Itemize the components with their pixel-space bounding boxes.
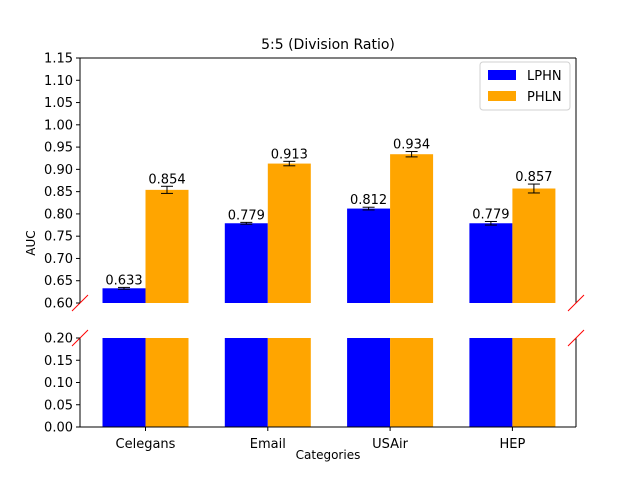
y-tick-label: 0.70 <box>44 252 73 267</box>
bar-lower-phln-email <box>267 338 311 427</box>
y-tick-label: 1.10 <box>44 74 73 89</box>
chart-title: 5:5 (Division Ratio) <box>261 37 395 53</box>
data-label: 0.779 <box>472 207 509 222</box>
x-axis-label: Categories <box>296 448 361 462</box>
x-tick-label: Celegans <box>116 437 176 452</box>
y-tick-label: 0.05 <box>44 398 73 413</box>
bar-lphn-email <box>224 223 268 303</box>
bar-phln-hep <box>512 188 556 303</box>
data-label: 0.812 <box>350 193 387 208</box>
y-tick-label: 0.20 <box>44 332 73 347</box>
bar-phln-email <box>267 163 311 303</box>
y-tick-label: 0.00 <box>44 421 73 436</box>
data-label: 0.913 <box>271 147 308 162</box>
data-label: 0.857 <box>515 170 552 185</box>
y-axis-label: AUC <box>24 230 38 255</box>
data-label: 0.633 <box>105 273 142 288</box>
bar-lower-lphn-usair <box>347 338 391 427</box>
y-tick-label: 0.60 <box>44 297 73 312</box>
bar-lower-phln-hep <box>512 338 556 427</box>
plot-area: 0.633 0.854 0.779 0.913 0.812 0.934 0.779 0.857… <box>44 52 585 452</box>
y-tick-label: 0.75 <box>44 230 73 245</box>
y-tick-label: 1.00 <box>44 118 73 133</box>
x-tick-label: HEP <box>499 437 525 452</box>
legend: LPHN PHLN <box>479 61 571 111</box>
bar-lower-phln-celegans <box>145 338 189 427</box>
y-tick-label: 0.85 <box>44 185 73 200</box>
bar-lower-phln-usair <box>390 338 434 427</box>
y-tick-label: 1.15 <box>44 52 73 67</box>
y-tick-label: 0.95 <box>44 141 73 156</box>
bar-lphn-hep <box>469 223 513 303</box>
data-label: 0.779 <box>228 208 265 223</box>
bar-lower-lphn-celegans <box>102 338 146 427</box>
bar-phln-celegans <box>145 189 189 303</box>
y-tick-label: 0.65 <box>44 274 73 289</box>
axis-break-mark <box>567 329 585 347</box>
axis-break-mark <box>567 294 585 312</box>
legend-label-lphn: LPHN <box>527 69 562 84</box>
bar-lower-lphn-hep <box>469 338 513 427</box>
legend-swatch-phln <box>488 91 516 101</box>
data-label: 0.934 <box>393 138 430 153</box>
y-tick-label: 0.15 <box>44 354 73 369</box>
y-tick-label: 0.10 <box>44 376 73 391</box>
bar-phln-usair <box>390 154 434 303</box>
x-tick-label: Email <box>250 437 286 452</box>
bar-lphn-usair <box>347 208 391 303</box>
bar-lphn-celegans <box>102 288 146 303</box>
y-tick-label: 0.80 <box>44 207 73 222</box>
data-label: 0.854 <box>148 172 185 187</box>
bar-lower-lphn-email <box>224 338 268 427</box>
x-tick-label: USAir <box>372 437 409 452</box>
y-tick-label: 1.05 <box>44 96 73 111</box>
y-tick-label: 0.90 <box>44 163 73 178</box>
legend-label-phln: PHLN <box>527 90 562 105</box>
legend-swatch-lphn <box>488 70 516 80</box>
